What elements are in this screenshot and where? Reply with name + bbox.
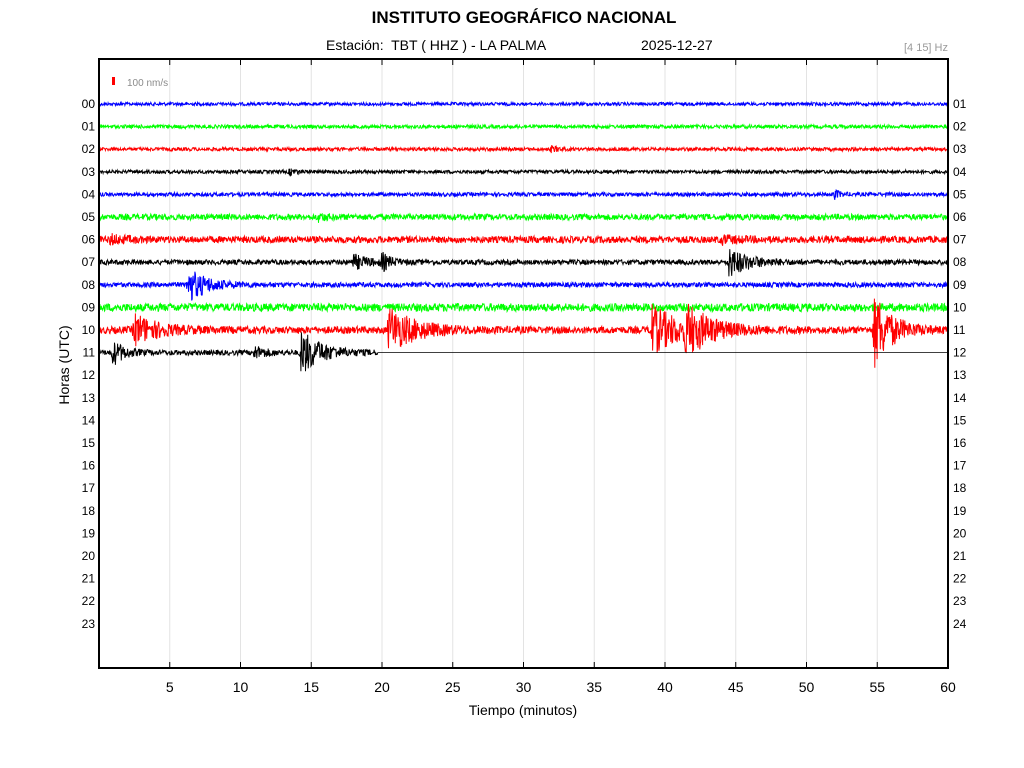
right-hour-label: 18 [953, 481, 967, 495]
filter-band-label: [4 15] Hz [903, 42, 948, 54]
left-hour-label: 08 [82, 278, 96, 292]
right-hour-label: 14 [953, 391, 967, 405]
trace-hour-08 [98, 271, 949, 301]
grid-lines [169, 59, 878, 668]
trace-hour-01 [98, 122, 949, 131]
trace-hour-02 [98, 144, 949, 154]
left-hour-label: 21 [82, 572, 96, 586]
traces [98, 100, 949, 372]
left-hour-label: 23 [82, 617, 96, 631]
left-hour-label: 10 [82, 323, 96, 337]
date-label: 2025-12-27 [641, 37, 713, 53]
right-hour-label: 12 [953, 346, 967, 360]
x-tick-label: 25 [445, 679, 461, 695]
right-hour-label: 21 [953, 549, 967, 563]
x-tick-label: 10 [233, 679, 249, 695]
x-tick-label: 30 [516, 679, 532, 695]
right-hour-label: 22 [953, 572, 967, 586]
left-hour-label: 00 [82, 97, 96, 111]
scale-label: 100 nm/s [127, 78, 168, 89]
left-hour-label: 19 [82, 526, 96, 540]
x-tick-label: 60 [940, 679, 956, 695]
trace-hour-06 [98, 233, 949, 246]
right-hour-label: 10 [953, 300, 967, 314]
left-hour-label: 17 [82, 481, 96, 495]
x-tick-label: 50 [799, 679, 815, 695]
trace-hour-11 [98, 332, 379, 372]
right-hour-label: 02 [953, 120, 967, 134]
left-hour-label: 01 [82, 120, 96, 134]
y-axis-label: Horas (UTC) [56, 325, 72, 404]
trace-hour-09 [98, 301, 949, 314]
right-hour-label: 24 [953, 617, 967, 631]
left-hour-label: 03 [82, 165, 96, 179]
left-hour-label: 02 [82, 142, 96, 156]
left-hour-label: 13 [82, 391, 96, 405]
left-hour-label: 05 [82, 210, 96, 224]
right-hour-label: 06 [953, 210, 967, 224]
trace-hour-07 [98, 249, 949, 277]
plot-frame [98, 58, 949, 669]
trace-hour-04 [98, 188, 949, 201]
scale-bar [112, 77, 115, 85]
trace-hour-10 [98, 298, 948, 368]
x-tick-label: 15 [303, 679, 319, 695]
right-hour-label: 03 [953, 142, 967, 156]
right-hour-label: 13 [953, 368, 967, 382]
left-hour-label: 20 [82, 549, 96, 563]
trace-hour-05 [98, 212, 949, 223]
right-hour-label: 16 [953, 436, 967, 450]
x-tick-label: 45 [728, 679, 744, 695]
page-title: INSTITUTO GEOGRÁFICO NACIONAL [371, 8, 677, 27]
right-hour-label: 01 [953, 97, 967, 111]
right-hour-label: 17 [953, 459, 967, 473]
left-hour-label: 06 [82, 233, 96, 247]
right-hour-label: 15 [953, 413, 967, 427]
left-hour-label: 12 [82, 368, 96, 382]
trace-hour-00 [98, 100, 949, 108]
left-hour-label: 22 [82, 594, 96, 608]
x-tick-label: 40 [657, 679, 673, 695]
right-hour-label: 20 [953, 526, 967, 540]
trace-hour-03 [98, 167, 949, 177]
station-label: Estación: TBT ( HHZ ) - LA PALMA [326, 37, 547, 53]
left-hour-label: 18 [82, 504, 96, 518]
left-hour-label: 15 [82, 436, 96, 450]
left-hour-label: 07 [82, 255, 96, 269]
right-hour-label: 07 [953, 233, 967, 247]
left-hour-label: 16 [82, 459, 96, 473]
right-hour-label: 11 [953, 323, 966, 337]
x-tick-label: 5 [166, 679, 174, 695]
left-hour-label: 09 [82, 300, 96, 314]
right-hour-label: 04 [953, 165, 967, 179]
right-hour-label: 08 [953, 255, 967, 269]
left-hour-label: 14 [82, 413, 96, 427]
right-hour-label: 05 [953, 187, 967, 201]
left-hour-label: 11 [83, 346, 96, 360]
x-tick-label: 55 [869, 679, 885, 695]
right-hour-label: 09 [953, 278, 967, 292]
x-axis-label: Tiempo (minutos) [469, 702, 577, 718]
x-tick-label: 35 [586, 679, 602, 695]
right-hour-label: 23 [953, 594, 967, 608]
right-hour-label: 19 [953, 504, 967, 518]
left-hour-label: 04 [82, 187, 96, 201]
x-tick-label: 20 [374, 679, 390, 695]
